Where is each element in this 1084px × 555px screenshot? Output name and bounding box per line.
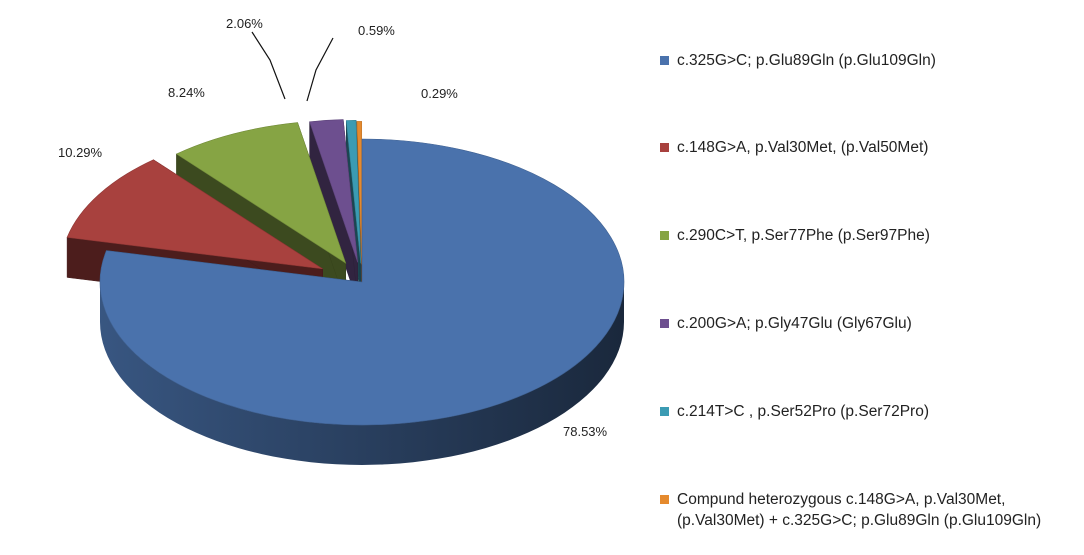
pie-slice-4: [345, 120, 362, 264]
data-label-3: 2.06%: [226, 16, 263, 31]
legend-swatch-1: [660, 143, 669, 152]
data-label-5: 0.29%: [421, 86, 458, 101]
legend-swatch-2: [660, 231, 669, 240]
legend-label-4: c.214T>C , p.Ser52Pro (p.Ser72Pro): [677, 403, 929, 420]
data-label-2: 8.24%: [168, 85, 205, 100]
legend-item-0: c.325G>C; p.Glu89Gln (p.Glu109Gln): [660, 50, 936, 71]
pie-slice-1: [66, 159, 323, 270]
pie-slice-side-0-0: [100, 282, 624, 465]
leader-line-4: [306, 37, 334, 102]
pie-slice-3: [309, 119, 358, 263]
legend-swatch-0: [660, 56, 669, 65]
legend-item-4: c.214T>C , p.Ser52Pro (p.Ser72Pro): [660, 401, 929, 422]
legend-label-3: c.200G>A; p.Gly47Glu (Gly67Glu): [677, 315, 912, 332]
legend-item-5: Compund heterozygous c.148G>A, p.Val30Me…: [660, 489, 1041, 531]
legend-item-1: c.148G>A, p.Val30Met, (p.Val50Met): [660, 137, 928, 158]
leader-line-3: [251, 31, 286, 100]
legend-swatch-4: [660, 407, 669, 416]
legend-item-3: c.200G>A; p.Gly47Glu (Gly67Glu): [660, 313, 912, 334]
pie-slice-2: [175, 122, 347, 264]
legend-label-0: c.325G>C; p.Glu89Gln (p.Glu109Gln): [677, 52, 936, 69]
legend-label-5: Compund heterozygous c.148G>A, p.Val30Me…: [677, 491, 1042, 529]
legend-label-2: c.290C>T, p.Ser77Phe (p.Ser97Phe): [677, 227, 930, 244]
pie-slice-5: [356, 121, 363, 265]
legend-label-1: c.148G>A, p.Val30Met, (p.Val50Met): [677, 139, 929, 156]
legend-item-2: c.290C>T, p.Ser77Phe (p.Ser97Phe): [660, 225, 930, 246]
data-label-0: 78.53%: [563, 424, 608, 439]
legend-swatch-5: [660, 495, 669, 504]
pie-slice-0: [99, 138, 625, 426]
pie-chart: 78.53% 10.29% 8.24% 2.06% 0.59% 0.29%: [58, 16, 625, 465]
data-label-1: 10.29%: [58, 145, 103, 160]
legend-swatch-3: [660, 319, 669, 328]
data-label-4: 0.59%: [358, 23, 395, 38]
